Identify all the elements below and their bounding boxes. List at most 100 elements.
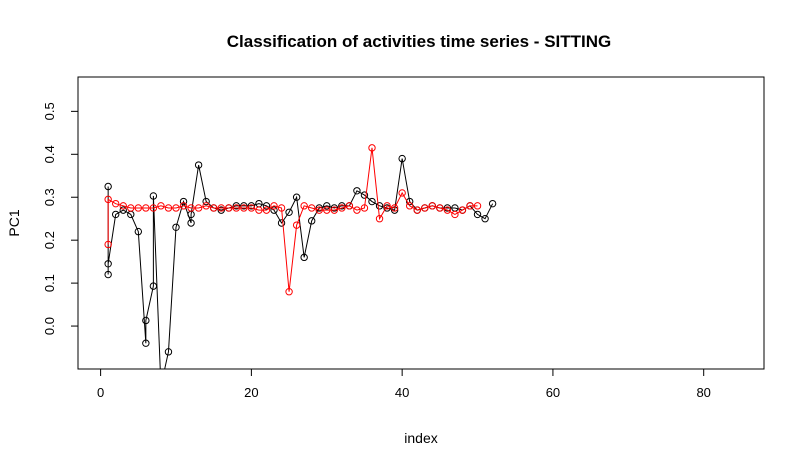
data-point [104,260,112,268]
x-axis-label: index [404,430,437,446]
data-point [458,206,467,214]
y-tick-label: 0.4 [42,145,57,163]
x-axis: 0 20 40 60 80 [97,368,711,400]
data-point [413,206,421,214]
data-point [360,204,369,212]
data-point [330,204,339,212]
y-tick-label: 0.2 [42,231,57,249]
x-tick-label: 40 [395,385,409,400]
data-point [488,199,497,208]
data-point [307,217,316,225]
data-point [315,206,323,214]
x-tick-label: 20 [244,385,258,400]
data-point [353,187,361,195]
x-tick-label: 80 [696,385,710,400]
data-point [338,204,346,212]
data-point [142,339,150,347]
data-point [285,288,293,296]
data-point [292,193,301,201]
data-point [149,282,158,290]
series-line [107,158,494,369]
data-point [172,204,180,212]
data-point [232,204,241,212]
data-point [277,204,286,212]
data-point [315,204,323,212]
data-point [232,202,241,210]
data-point [104,240,112,249]
data-point [338,202,346,210]
data-point [345,202,354,210]
y-tick-label: 0.1 [42,274,57,292]
data-point [225,204,233,212]
data-point [217,204,225,212]
y-tick-label: 0.3 [42,188,57,206]
data-point [300,253,308,262]
series-1 [104,154,497,389]
data-point [149,192,158,200]
data-point [353,206,361,214]
data-point [292,221,301,229]
data-point [187,204,195,212]
data-point [368,197,376,206]
data-point [119,206,127,214]
data-point [375,215,384,223]
data-point [285,208,293,216]
data-point [262,206,271,214]
data-point [134,227,143,236]
data-point [142,316,150,325]
data-point [134,204,143,212]
data-point [383,202,391,210]
data-point [481,215,489,223]
data-point [149,204,158,212]
data-point [405,202,414,210]
data-point [127,204,135,212]
y-tick-label: 0.0 [42,317,57,335]
data-point [194,161,203,169]
data-point [368,144,376,152]
data-point [323,202,331,210]
y-axis: 0.0 0.1 0.2 0.3 0.4 0.5 [42,102,79,335]
data-point [421,204,429,212]
data-point [473,202,482,210]
data-point [111,210,120,219]
data-point [158,383,164,389]
data-point [330,206,339,214]
data-point [390,204,399,212]
data-point [428,202,437,210]
data-point [240,202,248,210]
data-point [172,223,180,231]
data-point [443,206,452,214]
data-point [104,195,112,204]
data-point [217,206,225,214]
data-point [466,202,474,210]
data-point [111,199,120,208]
x-tick-label: 0 [97,385,104,400]
data-point [179,197,188,206]
data-point [104,270,112,279]
data-point [398,189,406,197]
data-point [270,202,278,210]
data-point [300,202,308,210]
series-line [107,147,478,292]
data-point [451,210,459,219]
data-point [262,202,271,210]
data-point [209,204,218,212]
data-point [202,202,210,210]
data-point [164,348,173,356]
y-tick-label: 0.5 [42,102,57,120]
data-point [255,206,263,214]
plot-frame [77,76,765,370]
data-point [375,202,384,210]
data-point [270,206,278,214]
data-point [398,154,406,163]
data-point [187,219,195,227]
data-point [194,204,203,212]
data-point [307,204,316,212]
data-point [323,206,331,214]
data-point [164,204,173,212]
data-point [405,197,414,206]
data-point [383,204,391,212]
data-point [247,204,256,212]
series-layer [104,144,497,389]
